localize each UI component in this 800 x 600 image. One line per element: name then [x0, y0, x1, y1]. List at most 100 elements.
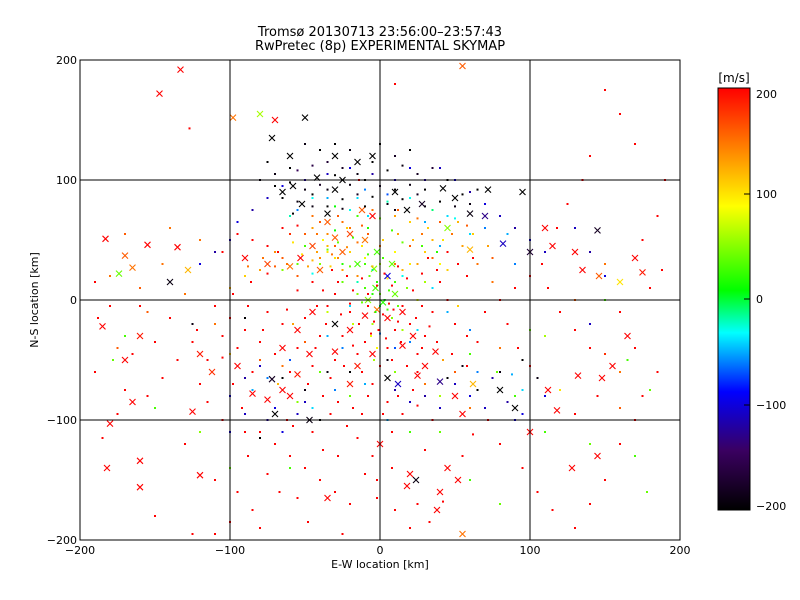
data-point-dot: [382, 313, 384, 316]
data-point-x-marker: [433, 506, 441, 514]
data-point-x-marker: [264, 396, 271, 403]
data-point-dot: [487, 245, 489, 247]
data-point-dot: [247, 305, 249, 307]
data-point-dot: [244, 377, 246, 379]
data-point-dot: [214, 479, 216, 481]
data-point-dot: [424, 395, 426, 397]
data-point-dot: [199, 431, 201, 433]
data-point-dot: [364, 383, 366, 385]
data-point-dot: [499, 503, 501, 505]
data-point-dot: [161, 377, 164, 379]
data-point-dot: [439, 200, 441, 203]
data-point-dot: [281, 431, 284, 433]
data-point-dot: [367, 227, 369, 229]
data-point-dot: [397, 265, 399, 268]
data-point-x-marker: [439, 185, 447, 192]
data-point-dot: [337, 215, 339, 217]
data-point-dot: [232, 383, 234, 385]
data-point-dot: [656, 215, 659, 217]
data-point-dot: [461, 193, 464, 196]
data-point-dot: [401, 198, 404, 201]
data-point-dot: [304, 143, 306, 145]
data-point-x-marker: [136, 483, 144, 491]
data-point-dot: [356, 281, 359, 283]
data-point-dot: [281, 185, 284, 187]
data-point-dot: [446, 215, 449, 217]
data-point-x-marker: [174, 243, 181, 251]
data-point-dot: [356, 353, 359, 355]
data-point-dot: [421, 245, 423, 247]
data-point-dot: [329, 413, 332, 415]
data-point-dot: [364, 473, 366, 475]
data-point-dot: [377, 329, 380, 331]
data-point-dot: [341, 281, 344, 283]
data-point-dot: [289, 181, 291, 184]
data-point-dot: [589, 155, 591, 157]
data-point-dot: [259, 431, 261, 433]
data-point-dot: [427, 257, 429, 259]
data-point-dot: [346, 246, 348, 249]
data-point-dot: [514, 395, 516, 397]
data-point-x-marker: [331, 186, 339, 193]
data-point-x-marker: [459, 410, 466, 418]
data-point-dot: [292, 241, 294, 244]
data-point-dot: [416, 329, 419, 331]
data-point-dot: [199, 383, 201, 385]
data-point-dot: [436, 341, 438, 343]
data-point-dot: [409, 341, 411, 343]
chart-title: Tromsø 20130713 23:56:00–23:57:43: [257, 25, 502, 40]
data-point-dot: [391, 317, 393, 319]
data-point-dot: [431, 167, 434, 169]
data-point-dot: [476, 389, 479, 391]
data-point-dot: [409, 263, 411, 265]
data-point-dot: [400, 341, 402, 343]
data-point-dot: [386, 308, 389, 311]
colorbar-tick-label: −100: [756, 399, 786, 412]
data-point-x-marker: [279, 386, 286, 394]
data-point-dot: [439, 281, 441, 283]
colorbar-label: [m/s]: [718, 71, 749, 85]
data-point-dot: [346, 425, 348, 427]
data-point-dot: [394, 371, 396, 373]
data-point-dot: [436, 269, 438, 271]
data-point-dot: [356, 293, 359, 295]
data-point-dot: [349, 395, 351, 397]
data-point-dot: [371, 323, 374, 325]
data-point-dot: [589, 251, 591, 253]
data-point-dot: [521, 389, 524, 391]
data-point-dot: [397, 395, 399, 397]
data-point-dot: [206, 401, 209, 403]
data-point-dot: [326, 173, 329, 175]
data-point-dot: [551, 509, 554, 511]
data-point-dot: [214, 251, 216, 253]
data-point-dot: [311, 431, 314, 433]
data-point-dot: [401, 241, 404, 244]
data-point-dot: [604, 353, 606, 355]
data-point-x-marker: [403, 482, 411, 490]
data-point-dot: [371, 383, 374, 385]
data-point-dot: [409, 401, 411, 403]
data-point-x-marker: [499, 240, 507, 247]
data-point-dot: [469, 479, 471, 481]
data-point-dot: [415, 317, 417, 319]
data-point-dot: [376, 497, 378, 499]
data-point-dot: [274, 173, 276, 175]
data-point-dot: [112, 359, 114, 361]
data-point-dot: [349, 183, 351, 186]
data-point-dot: [409, 431, 411, 433]
y-tick-label: 0: [70, 294, 77, 307]
data-point-x-marker: [432, 348, 439, 355]
y-axis-ticks: [80, 59, 88, 541]
data-point-x-marker: [196, 471, 204, 479]
data-point-dot: [416, 217, 419, 220]
data-point-x-marker: [346, 230, 354, 238]
data-point-dot: [409, 245, 411, 247]
data-point-dot: [472, 433, 474, 436]
data-point-dot: [397, 305, 399, 307]
colorbar-tick-label: 100: [756, 188, 777, 201]
data-point-dot: [331, 269, 333, 271]
data-point-dot: [466, 224, 468, 227]
data-point-x-marker: [324, 210, 331, 217]
data-point-dot: [316, 251, 318, 253]
data-point-dot: [206, 359, 209, 361]
